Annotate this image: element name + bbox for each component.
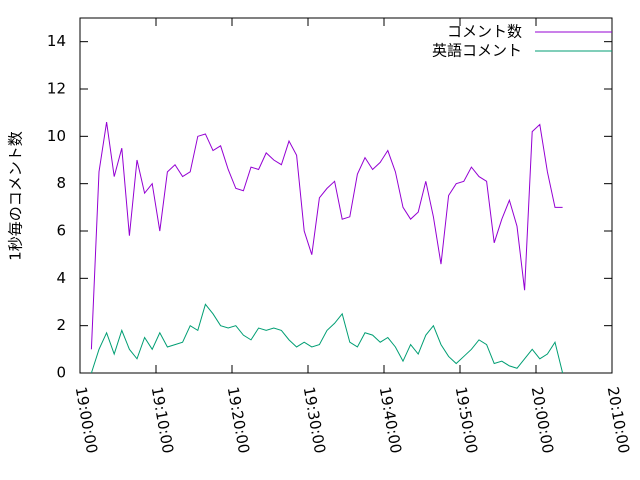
x-tick-label: 19:30:00 <box>300 385 329 454</box>
series-line <box>90 303 564 374</box>
series-line <box>90 122 563 350</box>
y-tick-label: 10 <box>47 127 66 145</box>
y-tick-label: 12 <box>47 80 66 98</box>
y-tick-label: 0 <box>56 364 66 382</box>
y-tick-label: 6 <box>56 222 66 240</box>
legend-label: コメント数 <box>447 23 522 41</box>
y-axis-label: 1秒毎のコメント数 <box>7 131 25 261</box>
x-tick-label: 20:00:00 <box>528 385 557 454</box>
legend-label: 英語コメント <box>432 42 522 60</box>
x-tick-label: 19:10:00 <box>148 385 177 454</box>
x-tick-label: 19:50:00 <box>452 385 481 454</box>
x-tick-label: 19:40:00 <box>376 385 405 454</box>
y-tick-label: 2 <box>56 316 66 334</box>
y-tick-label: 8 <box>56 174 66 192</box>
x-tick-label: 20:10:00 <box>604 385 633 454</box>
x-tick-label: 19:20:00 <box>224 385 253 454</box>
y-tick-label: 4 <box>56 269 66 287</box>
y-tick-label: 14 <box>47 32 66 50</box>
plot-frame <box>79 17 613 374</box>
x-tick-label: 19:00:00 <box>72 385 101 454</box>
